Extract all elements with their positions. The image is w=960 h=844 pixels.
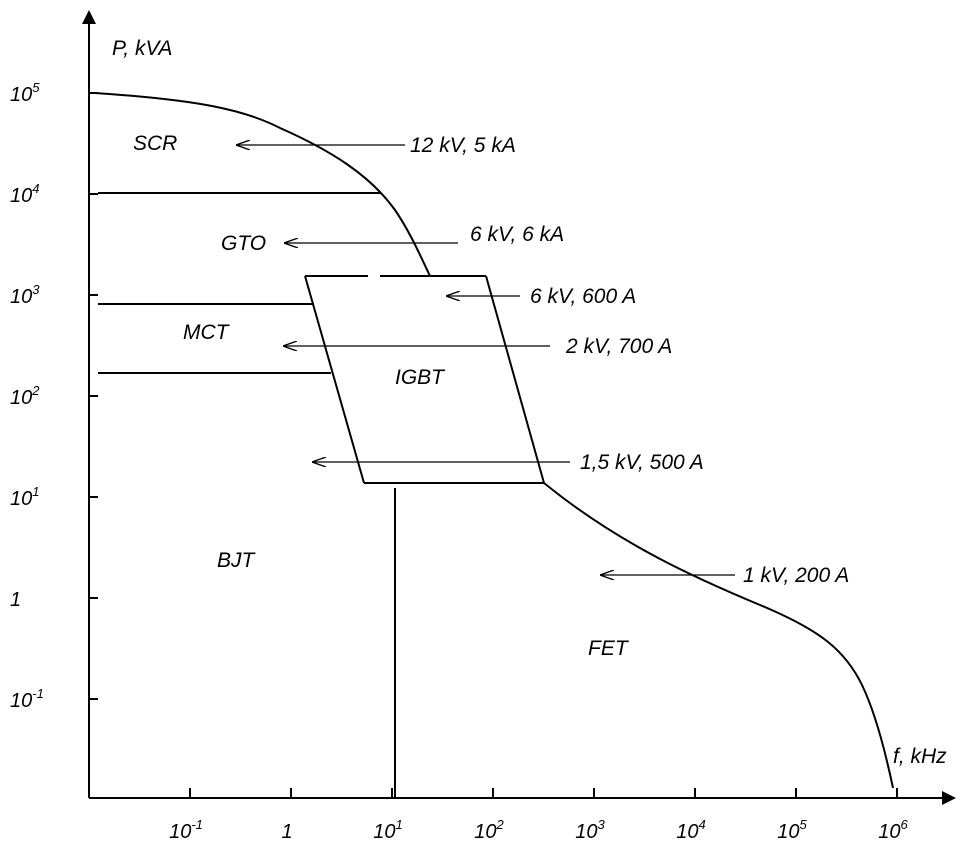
x-tick-label: 103 — [575, 817, 605, 843]
x-tick-label: 106 — [878, 817, 908, 843]
y-tick-label: 101 — [10, 484, 39, 510]
region-label-igbt: IGBT — [395, 366, 446, 389]
rating-label-gto: 6 kV, 6 kA — [470, 223, 564, 246]
y-tick-label: 105 — [10, 80, 40, 106]
fet-boundary-curve — [543, 482, 894, 789]
y-axis-label: P, kVA — [112, 37, 172, 60]
rating-label-fet: 1 kV, 200 A — [743, 564, 849, 587]
region-label-gto: GTO — [221, 232, 266, 255]
rating-label-bjt: 1,5 kV, 500 A — [580, 451, 704, 474]
y-tick-label: 10-1 — [10, 686, 44, 712]
x-tick-label: 105 — [777, 817, 807, 843]
region-label-scr: SCR — [133, 132, 177, 155]
igbt-right-edge — [485, 275, 545, 484]
x-tick-label: 104 — [676, 817, 705, 843]
y-tick-label: 102 — [10, 383, 40, 409]
x-tick-label: 102 — [474, 817, 504, 843]
rating-label-mct: 2 kV, 700 A — [565, 335, 672, 358]
y-tick-label: 1 — [10, 589, 21, 611]
x-tick-label: 101 — [373, 817, 402, 843]
y-ticks: 105 104 103 102 101 1 10-1 — [10, 80, 98, 712]
x-axis-label: f, kHz — [893, 745, 947, 768]
x-tick-label: 1 — [281, 821, 292, 843]
scr-gto-boundary-curve — [94, 92, 431, 277]
igbt-left-edge — [304, 275, 365, 484]
y-tick-label: 104 — [10, 181, 39, 207]
rating-label-igbt: 6 kV, 600 A — [530, 285, 636, 308]
region-label-bjt: BJT — [217, 549, 257, 572]
region-label-mct: MCT — [183, 321, 231, 344]
y-tick-label: 103 — [10, 282, 40, 308]
rating-label-scr: 12 kV, 5 kA — [410, 134, 516, 157]
region-label-fet: FET — [588, 637, 630, 660]
x-ticks: 10-1 1 101 102 103 104 105 106 — [169, 788, 909, 843]
x-tick-label: 10-1 — [169, 817, 203, 843]
